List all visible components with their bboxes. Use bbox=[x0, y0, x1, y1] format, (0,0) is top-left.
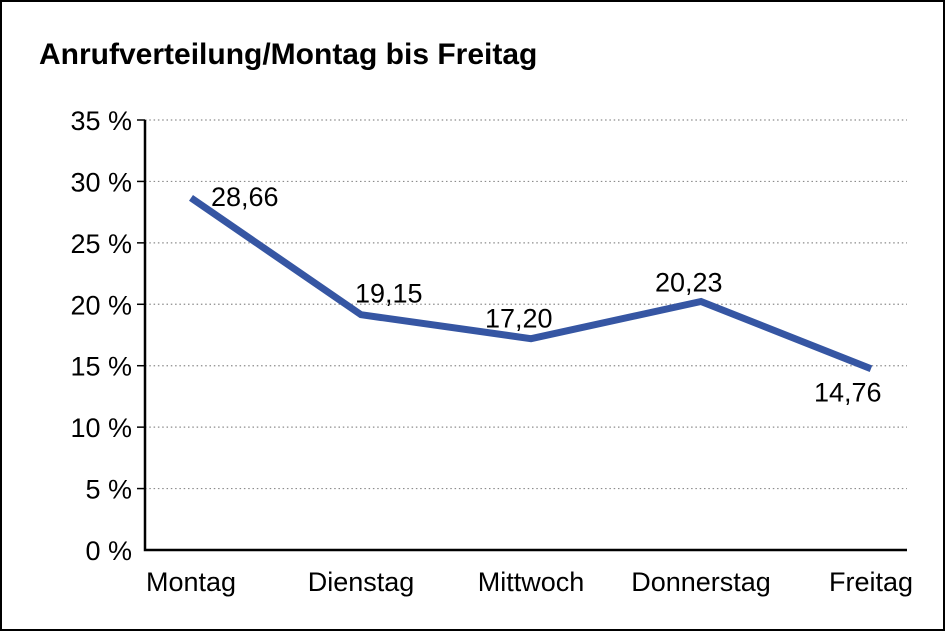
chart-title: Anrufverteilung/Montag bis Freitag bbox=[39, 38, 537, 71]
data-point-label: 20,23 bbox=[655, 267, 723, 297]
y-tick-label: 0 % bbox=[85, 536, 132, 566]
y-tick-label: 10 % bbox=[70, 413, 132, 443]
x-tick-label: Dienstag bbox=[308, 567, 415, 597]
data-point-label: 14,76 bbox=[814, 378, 882, 408]
y-tick-label: 15 % bbox=[70, 352, 132, 382]
y-tick-label: 35 % bbox=[70, 106, 132, 136]
data-point-label: 19,15 bbox=[355, 279, 423, 309]
y-tick-label: 20 % bbox=[70, 290, 132, 320]
y-tick-label: 25 % bbox=[70, 229, 132, 259]
y-tick-label: 30 % bbox=[70, 167, 132, 197]
x-tick-label: Mittwoch bbox=[478, 567, 585, 597]
data-series-line bbox=[189, 195, 873, 372]
y-tick-label: 5 % bbox=[85, 475, 132, 505]
x-tick-label: Montag bbox=[146, 567, 236, 597]
x-tick-label: Donnerstag bbox=[631, 567, 771, 597]
x-tick-label: Freitag bbox=[829, 567, 913, 597]
data-point-label: 28,66 bbox=[211, 182, 279, 212]
axis-lines bbox=[143, 120, 907, 552]
plot-area: 0 % 5 % 10 % 15 % 20 % 25 % 30 % 35 % Montag Dien… bbox=[70, 106, 913, 597]
data-point-label: 17,20 bbox=[485, 304, 553, 334]
